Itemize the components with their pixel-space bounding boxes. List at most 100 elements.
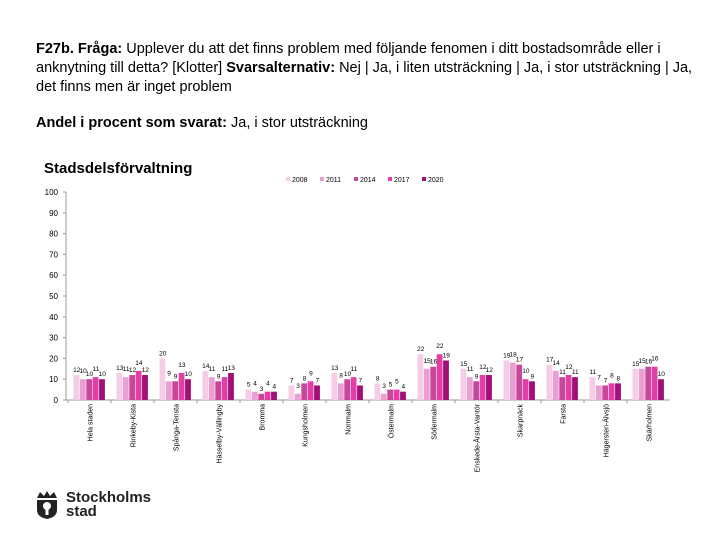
data-label-11-2008: 19 [503,352,511,359]
x-label-2: Rinkeby-Kista [131,404,138,447]
data-label-6-2014: 8 [303,375,307,382]
data-label-2-2008: 13 [116,365,124,372]
bar-2-2017 [135,370,142,400]
bar-1-2014 [86,379,93,400]
data-label-2-2020: 12 [142,367,150,374]
legend-swatch-2020 [422,177,426,181]
data-label-10-2020: 12 [486,367,494,374]
logo-wordmark: Stockholms stad [66,490,151,519]
legend-swatch-2014 [354,177,358,181]
data-label-9-2014: 16 [430,359,438,366]
data-label-10-2014: 9 [475,373,479,380]
bar-2-2008 [116,372,123,400]
data-label-11-2011: 18 [509,352,517,359]
data-label-7-2017: 11 [351,366,358,373]
legend-label-2020: 2020 [428,177,444,184]
question-text: Upplever du att det finns problem med fö… [36,41,661,76]
bar-1-2020 [99,379,105,400]
bar-13-2008 [589,377,596,400]
data-label-2-2017: 14 [135,360,143,367]
bar-8-2011 [380,393,387,400]
x-label-1: Hela staden [88,404,95,441]
bar-1-2017 [92,377,99,400]
data-label-12-2008: 17 [546,357,554,364]
data-label-10-2008: 15 [460,361,468,368]
data-label-5-2008: 5 [247,382,251,389]
bar-12-2008 [546,364,553,400]
bar-5-2008 [245,389,252,400]
data-label-5-2017: 4 [266,381,270,388]
bar-11-2017 [522,379,529,400]
bar-14-2008 [632,368,639,400]
data-label-13-2014: 7 [604,377,608,384]
data-label-4-2011: 11 [209,366,216,373]
bar-4-2011 [208,377,215,400]
y-tick-label: 90 [49,209,58,218]
bar-10-2017 [479,375,486,400]
bar-3-2014 [172,381,179,400]
bar-9-2011 [423,368,430,400]
x-label-9: Södermalm [432,404,439,440]
data-label-3-2014: 9 [174,373,178,380]
data-label-8-2014: 5 [389,382,393,389]
data-label-5-2020: 4 [272,384,276,391]
data-label-7-2020: 7 [358,377,362,384]
data-label-6-2017: 9 [309,370,313,377]
bar-13-2017 [608,383,615,400]
bar-3-2008 [159,358,166,400]
x-label-10: Enskede-Årsta-Vantör [473,403,482,472]
bar-14-2011 [638,368,645,400]
data-label-3-2020: 10 [185,371,193,378]
data-label-8-2020: 4 [401,384,405,391]
legend-label-2008: 2008 [292,177,308,184]
x-label-5: Bromma [260,404,267,431]
data-label-10-2011: 11 [467,366,474,373]
bar-14-2020 [658,379,664,400]
bar-5-2017 [264,391,271,400]
bar-12-2014 [559,377,566,400]
data-label-1-2020: 10 [99,371,107,378]
y-tick-label: 80 [49,230,58,239]
bar-9-2008 [417,354,424,400]
data-label-8-2011: 3 [382,383,386,390]
data-label-11-2014: 17 [516,357,524,364]
data-label-4-2008: 14 [202,363,210,370]
data-label-4-2020: 13 [228,365,236,372]
legend-swatch-2008 [286,177,290,181]
bar-8-2014 [387,389,394,400]
bar-9-2014 [430,366,437,400]
bar-1-2008 [73,375,80,400]
bar-2-2011 [122,377,129,400]
bar-7-2008 [331,372,338,400]
data-label-9-2020: 19 [443,352,451,359]
chart-title: Stadsdelsförvaltning [44,160,193,177]
data-label-13-2020: 8 [616,375,620,382]
bar-6-2017 [307,381,314,400]
bar-7-2014 [344,379,351,400]
bar-1-2011 [79,379,86,400]
bar-12-2017 [565,375,572,400]
data-label-13-2008: 11 [589,369,596,376]
bar-10-2014 [473,381,480,400]
x-label-8: Östermalm [388,404,396,438]
x-label-3: Spånga-Tensta [173,404,181,451]
y-tick-label: 10 [49,375,58,384]
data-label-8-2008: 8 [376,375,380,382]
bar-6-2008 [288,385,295,400]
answer-subheading: Andel i procent som svarat: Ja, i stor u… [36,115,368,131]
y-tick-label: 50 [49,292,58,301]
y-tick-label: 30 [49,334,58,343]
bar-11-2020 [529,381,535,400]
bar-4-2014 [215,381,222,400]
data-label-3-2011: 9 [167,370,171,377]
data-label-14-2014: 16 [645,359,653,366]
x-label-13: Hägersten-Älvsjö [603,404,611,457]
data-label-9-2017: 22 [436,343,444,350]
data-label-9-2008: 22 [417,346,425,353]
bar-3-2017 [178,372,185,400]
legend-swatch-2011 [320,177,324,181]
bar-14-2017 [651,366,658,400]
data-label-1-2017: 11 [93,366,100,373]
y-tick-label: 20 [49,354,58,363]
